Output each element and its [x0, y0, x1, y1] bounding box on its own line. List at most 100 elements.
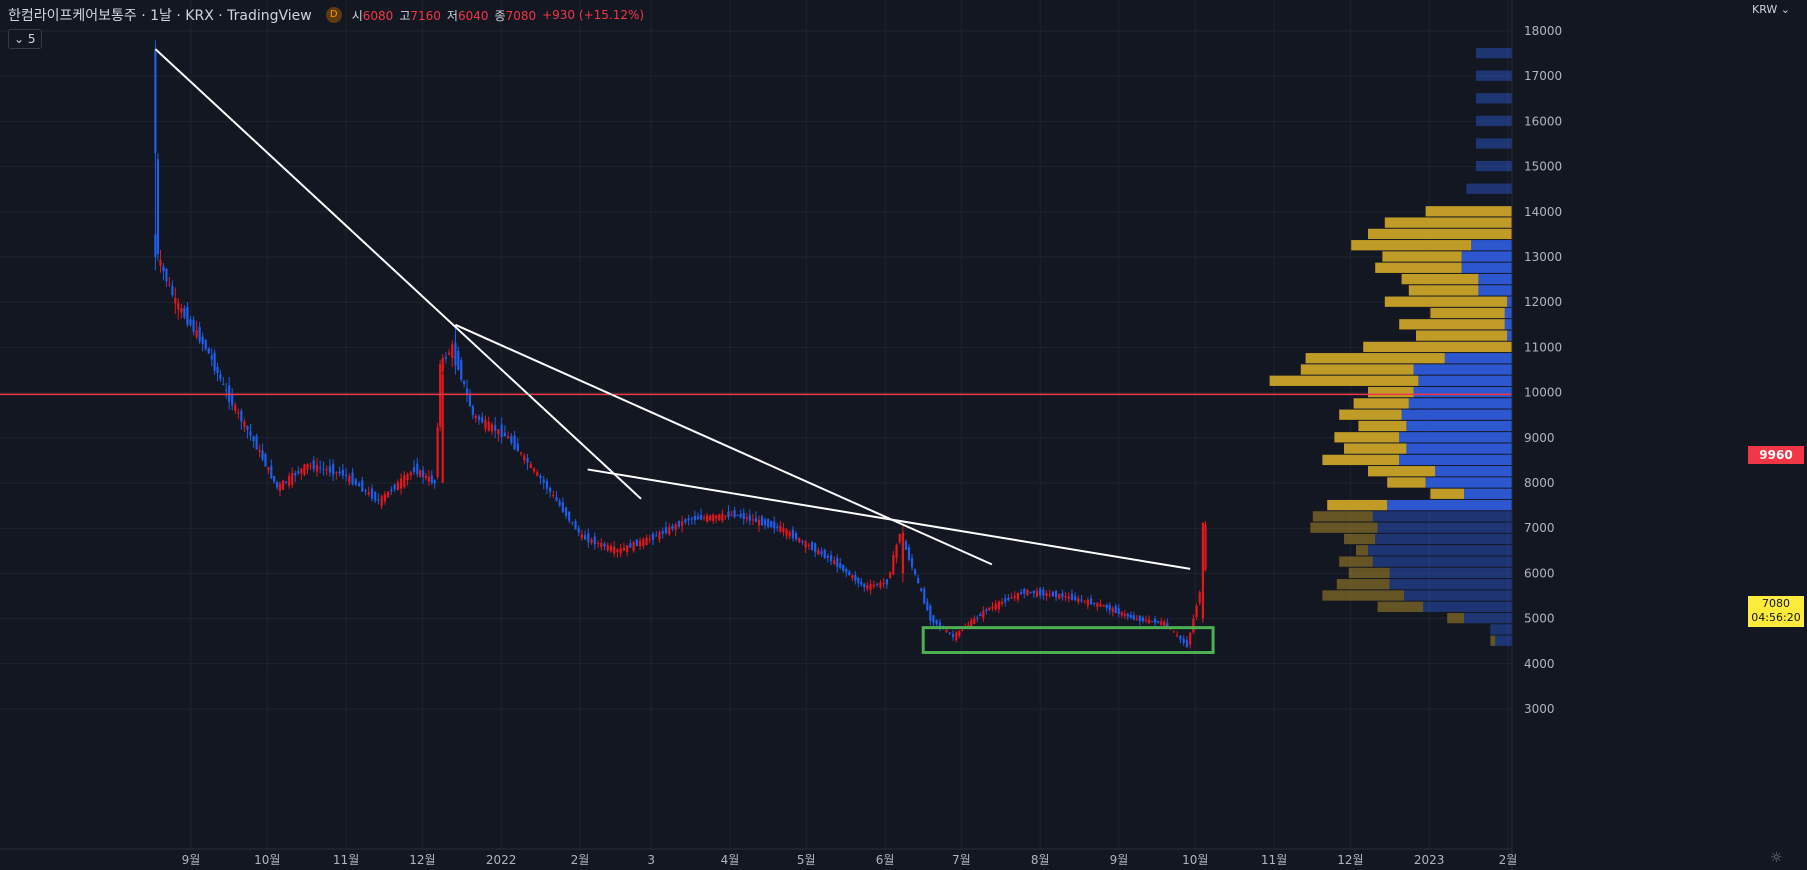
candle-body — [1093, 603, 1096, 605]
time-axis[interactable]: 9월 10월 11월 12월 2022 2월 3 4월 5월 6월 7월 8월 9월 10월 11월 12월 2… — [0, 848, 1517, 867]
chart-grid — [0, 0, 1512, 849]
candle-body — [354, 479, 357, 485]
candle-body — [370, 488, 374, 499]
candle-body — [1080, 599, 1083, 601]
candle-body — [668, 527, 671, 535]
candle-body — [348, 476, 351, 483]
candle-body — [795, 533, 798, 540]
candle-body — [454, 356, 457, 366]
candle-body — [507, 436, 510, 439]
candle-body — [439, 364, 442, 427]
symbol-title[interactable]: 한컴라이프케어보통주 · 1날 · KRX · TradingView — [8, 8, 312, 24]
volume-profile-bar-down — [1476, 160, 1512, 172]
candle-body — [1172, 631, 1175, 633]
candle-body — [275, 481, 279, 488]
candle-body — [913, 569, 917, 575]
volume-profile-bar-down — [1464, 612, 1512, 624]
candle-body — [1185, 640, 1189, 647]
candle-body — [419, 470, 422, 477]
time-tick-label: 12월 — [409, 853, 435, 867]
candle-body — [361, 480, 364, 492]
volume-profile-bar-down — [1507, 296, 1512, 307]
candle-body — [929, 606, 932, 621]
candle-body — [1099, 603, 1102, 607]
volume-profile-bar-up — [1490, 635, 1496, 646]
candle-body — [424, 475, 428, 479]
price-tick-label: 8000 — [1524, 476, 1555, 490]
candle-body — [288, 475, 291, 486]
candle-body — [613, 546, 616, 554]
volume-profile-bar-up — [1387, 477, 1426, 488]
candle-body — [958, 630, 961, 637]
candle-body — [988, 607, 991, 610]
trendline[interactable] — [587, 468, 1191, 570]
candle-body — [183, 308, 186, 318]
price-tick-label: 3000 — [1524, 702, 1555, 716]
currency-dropdown[interactable]: KRW ⌄ — [1752, 3, 1791, 16]
candle-body — [684, 519, 687, 523]
candle-body — [344, 474, 348, 477]
candle-body — [481, 416, 484, 423]
candle-body — [497, 429, 500, 435]
candle-body — [748, 515, 751, 521]
indicators-toggle-button[interactable]: ⌄ 5 — [8, 29, 42, 49]
candle-body — [782, 528, 785, 533]
volume-profile-bar-down — [1423, 601, 1512, 612]
volume-profile-bar-down — [1377, 522, 1512, 533]
candle-body — [406, 474, 409, 481]
volume-profile-bar-up — [1348, 567, 1390, 579]
candle-body — [377, 499, 380, 501]
candle-body — [842, 564, 845, 571]
settings-icon[interactable]: ☼ — [1770, 850, 1783, 866]
candle-body — [848, 571, 851, 575]
candle-body — [1195, 605, 1198, 618]
candle-body — [1147, 619, 1151, 624]
support-box[interactable] — [921, 626, 1215, 655]
candle-body — [367, 492, 370, 495]
volume-profile-bar-up — [1384, 296, 1508, 307]
volume-profile-bar-down — [1476, 70, 1512, 81]
time-tick-label: 9월 — [182, 853, 201, 867]
trendline[interactable] — [455, 323, 993, 566]
candle-body — [549, 487, 552, 492]
last-price-label: 7080 04:56:20 — [1748, 596, 1804, 627]
price-axis[interactable]: 18000 17000 16000 15000 14000 13000 12000 11000… — [1511, 0, 1562, 870]
trendlines[interactable] — [154, 48, 1191, 570]
volume-profile-bar-down — [1368, 545, 1512, 556]
candle-body — [532, 468, 536, 472]
candle-body — [829, 555, 833, 562]
ohlc-close: 종7080 — [494, 8, 537, 23]
candle-body — [390, 489, 393, 492]
candle-body — [1117, 608, 1120, 614]
candle-body — [1042, 589, 1045, 596]
trendline[interactable] — [154, 48, 642, 500]
price-tick-label: 18000 — [1524, 24, 1562, 38]
candle-body — [338, 471, 341, 474]
time-tick-label: 7월 — [952, 853, 971, 867]
candle-body — [500, 424, 503, 438]
candle-body — [889, 572, 892, 579]
candle-body — [225, 389, 228, 391]
price-tick-label: 7000 — [1524, 521, 1555, 535]
candle-body — [270, 465, 273, 479]
candle-body — [1179, 635, 1182, 640]
candle-body — [444, 356, 447, 359]
time-tick-label: 12월 — [1337, 853, 1363, 867]
candle-body — [973, 618, 976, 624]
candle-body — [616, 549, 619, 553]
candle-body — [872, 584, 875, 587]
volume-profile-bar-down — [1466, 183, 1512, 194]
candle-body — [154, 234, 157, 257]
candle-body — [278, 483, 282, 491]
bar-countdown: 04:56:20 — [1751, 611, 1801, 624]
candle-body — [892, 555, 895, 575]
candle-body — [1135, 618, 1138, 620]
volume-profile-bar-up — [1322, 590, 1404, 601]
candle-body — [945, 630, 948, 632]
candle-body — [767, 518, 770, 527]
candle-body — [222, 383, 225, 385]
candle-body — [436, 427, 439, 478]
candle-body — [207, 348, 210, 354]
candle-body — [484, 419, 487, 429]
